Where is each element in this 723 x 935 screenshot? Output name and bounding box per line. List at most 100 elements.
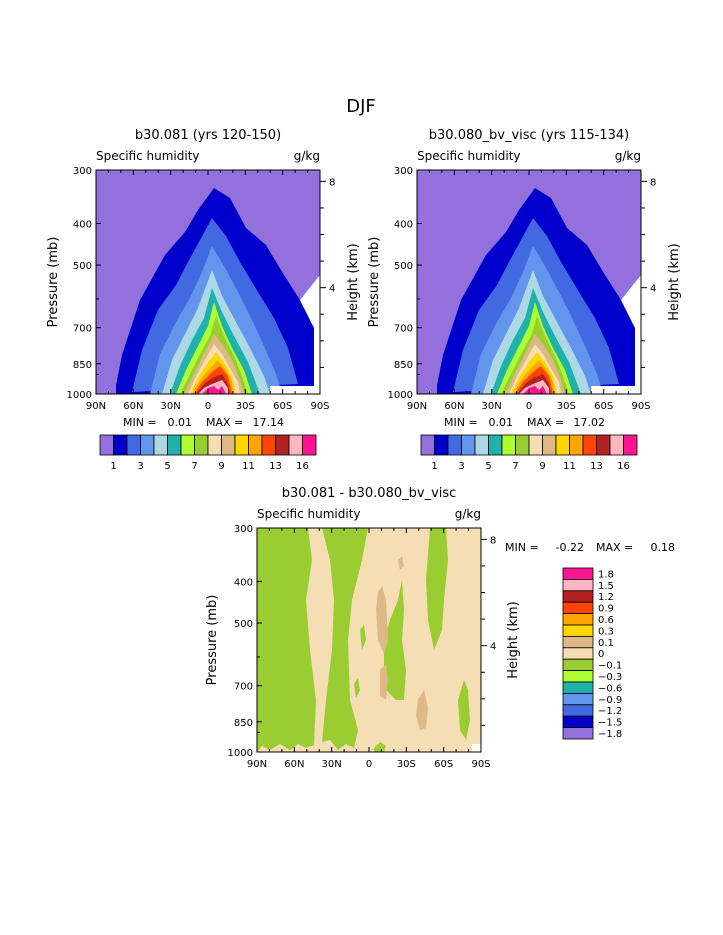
panel-3-axes: 90N 60N 30N 0 30S 60S 90S 300 400 500 700 850 1000 8 4 bbox=[228, 524, 497, 770]
panel-2-colorbar-label: 9 bbox=[539, 461, 545, 472]
panel-3-colorbar-box bbox=[562, 704, 594, 717]
panel-2-colorbar-box bbox=[434, 434, 449, 456]
panel-3-ylabel: Pressure (mb) bbox=[205, 595, 220, 686]
panel-3-colorbar-label: −1.8 bbox=[598, 729, 622, 740]
panel-3-neg-region-2 bbox=[322, 528, 368, 750]
panel-2-colorbar-box bbox=[569, 434, 584, 456]
panel-2-ylabel-right: Height (km) bbox=[667, 243, 682, 320]
panel-3-colorbar-box bbox=[562, 681, 594, 694]
panel-1-colorbar-box bbox=[221, 434, 236, 456]
panel-1-colorbar-label: 5 bbox=[164, 461, 170, 472]
panel-1-xtick-label: 30S bbox=[236, 401, 255, 412]
panel-2-ytick-label: 700 bbox=[394, 324, 413, 335]
panel-1-xtick-label: 90N bbox=[86, 401, 106, 412]
panel-1-min-value: 0.01 bbox=[168, 416, 193, 429]
panel-1-colorbar: 1 3 5 7 9 11 13 16 bbox=[99, 434, 317, 472]
panel-2-colorbar-box bbox=[542, 434, 557, 456]
panel-1-xtick-label: 60S bbox=[273, 401, 292, 412]
panel-3-colorbar-label: 0.3 bbox=[598, 626, 614, 637]
panel-2-xtick-label: 30N bbox=[482, 401, 502, 412]
panel-2-colorbar-label: 3 bbox=[458, 461, 464, 472]
panel-2-ytick-label: 1000 bbox=[388, 390, 413, 401]
panel-3-colorbar-label: 0 bbox=[598, 649, 604, 660]
panel-1-xtick-label: 30N bbox=[161, 401, 181, 412]
panel-2: b30.080_bv_visc (yrs 115-134) Specific h… bbox=[367, 128, 682, 472]
panel-2-min-value: 0.01 bbox=[489, 416, 514, 429]
panel-2-colorbar-box bbox=[447, 434, 462, 456]
panel-2-colorbar-box bbox=[528, 434, 543, 456]
panel-3-max-value: 0.18 bbox=[651, 541, 676, 554]
panel-3-neg-region-3 bbox=[384, 580, 406, 700]
panel-1-colorbar-box bbox=[99, 434, 114, 456]
panel-2-colorbar-label: 1 bbox=[431, 461, 437, 472]
panel-1-ytick-label: 850 bbox=[73, 360, 92, 371]
panel-1-colorbar-box bbox=[261, 434, 276, 456]
panel-2-max-value: 17.02 bbox=[574, 416, 606, 429]
panel-2-ytick-right-label: 4 bbox=[650, 284, 656, 295]
panel-3-colorbar-box bbox=[562, 658, 594, 672]
panel-2-colorbar-box bbox=[461, 434, 476, 456]
panel-1-xtick-label: 60N bbox=[123, 401, 143, 412]
panel-3-colorbar-label: 0.9 bbox=[598, 604, 614, 615]
panel-3-ytick-label: 300 bbox=[234, 524, 253, 535]
panel-1-colorbar-label: 13 bbox=[269, 461, 282, 472]
panel-1-colorbar-box bbox=[234, 434, 249, 456]
panel-2-title: b30.080_bv_visc (yrs 115-134) bbox=[429, 128, 629, 143]
panel-3-xtick-label: 0 bbox=[366, 759, 372, 770]
panel-1-ytick-right-label: 8 bbox=[329, 177, 335, 188]
panel-2-colorbar-box bbox=[555, 434, 570, 456]
panel-1-colorbar-box bbox=[126, 434, 141, 456]
panel-3-colorbar-box bbox=[562, 636, 594, 649]
panel-2-subtitle-left: Specific humidity bbox=[417, 149, 521, 163]
panel-3-colorbar-label: 1.2 bbox=[598, 592, 614, 603]
panel-3-colorbar-label: −0.6 bbox=[598, 683, 622, 694]
panel-2-ytick-label: 300 bbox=[394, 166, 413, 177]
panel-1-colorbar-label: 3 bbox=[137, 461, 143, 472]
panel-3-colorbar-box bbox=[562, 567, 594, 580]
panel-2-colorbar-box bbox=[488, 434, 503, 456]
panel-1-colorbar-label: 11 bbox=[242, 461, 255, 472]
panel-3-xtick-label: 90S bbox=[471, 759, 490, 770]
panel-3-ytick-label: 1000 bbox=[228, 748, 253, 759]
panel-3-max-label: MAX = bbox=[596, 541, 633, 554]
panel-3-colorbar-label: −1.5 bbox=[598, 718, 622, 729]
panel-1-colorbar-label: 16 bbox=[296, 461, 309, 472]
panel-3-ylabel-right: Height (km) bbox=[506, 601, 521, 678]
panel-3-colorbar-box bbox=[562, 601, 594, 615]
panel-2-colorbar-box bbox=[609, 434, 624, 456]
panel-1-ytick-label: 400 bbox=[73, 220, 92, 231]
panel-1-ylabel: Pressure (mb) bbox=[46, 237, 61, 328]
panel-2-colorbar-label: 11 bbox=[563, 461, 576, 472]
panel-1-subtitle-right: g/kg bbox=[294, 149, 320, 163]
panel-3-neg-region-6 bbox=[354, 678, 360, 698]
panel-2-xtick-label: 0 bbox=[526, 401, 532, 412]
panel-3-xtick-label: 30S bbox=[397, 759, 416, 770]
panel-2-contours bbox=[437, 188, 641, 394]
panel-3-colorbar-box bbox=[562, 727, 594, 740]
panel-2-colorbar-label: 5 bbox=[485, 461, 491, 472]
panel-2-colorbar-label: 16 bbox=[617, 461, 630, 472]
panel-1-colorbar-label: 9 bbox=[218, 461, 224, 472]
panel-3-colorbar-box bbox=[562, 715, 594, 729]
panel-3-colorbar-box bbox=[562, 590, 594, 603]
panel-3-colorbar-label: 0.1 bbox=[598, 638, 614, 649]
panel-3-xtick-label: 90N bbox=[247, 759, 267, 770]
panel-1-colorbar-box bbox=[207, 434, 222, 456]
panel-1-colorbar-box bbox=[180, 434, 195, 456]
panel-2-xtick-label: 90S bbox=[631, 401, 650, 412]
panel-2-colorbar-label: 13 bbox=[590, 461, 603, 472]
panel-3-pos-region-2 bbox=[380, 664, 388, 700]
panel-1-ytick-label: 700 bbox=[73, 324, 92, 335]
panel-3-ytick-label: 700 bbox=[234, 682, 253, 693]
panel-3-pos-region-3 bbox=[416, 690, 428, 730]
panel-3-min-label: MIN = bbox=[505, 541, 539, 554]
panel-3-neg-region-1 bbox=[257, 528, 316, 752]
panel-2-min-label: MIN = bbox=[444, 416, 478, 429]
panel-2-axes: 90N 60N 30N 0 30S 60S 90S 300 400 500 700 850 1000 8 4 bbox=[388, 166, 657, 412]
panel-1-ytick-label: 300 bbox=[73, 166, 92, 177]
panel-3-neg-region-4 bbox=[426, 528, 448, 650]
panel-3-colorbar-label: −0.3 bbox=[598, 672, 622, 683]
panel-3-ytick-label: 500 bbox=[234, 619, 253, 630]
panel-1-title: b30.081 (yrs 120-150) bbox=[135, 128, 281, 143]
panel-3-colorbar: 1.81.51.20.90.60.30.10−0.1−0.3−0.6−0.9−1… bbox=[562, 567, 622, 740]
